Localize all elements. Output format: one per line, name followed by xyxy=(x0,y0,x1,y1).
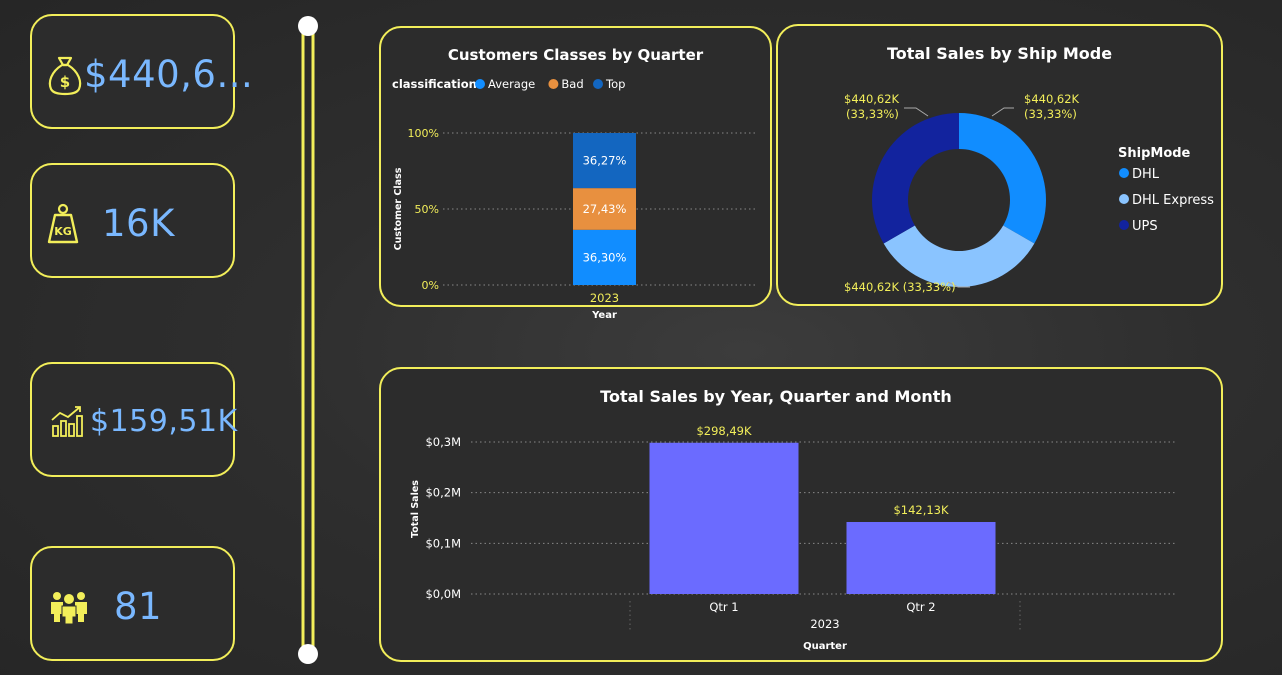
x-axis-label: Quarter xyxy=(803,641,847,652)
timeline-handle-top[interactable] xyxy=(298,16,318,36)
legend-title: ShipMode xyxy=(1118,146,1191,161)
data-label-ups-value: $440,62K xyxy=(844,92,900,106)
data-label-dhl-express: $440,62K (33,33%) xyxy=(844,280,956,294)
sales-by-quarter-title: Total Sales by Year, Quarter and Month xyxy=(600,387,952,406)
legend-label-bad: Bad xyxy=(561,77,583,91)
kpi-card-profit: $159,51K xyxy=(30,362,238,477)
legend-title: classification xyxy=(392,77,477,91)
legend-marker-top xyxy=(593,79,603,89)
kpi-card-weight: KG 16K xyxy=(30,163,235,278)
y-axis-label: Customer Class xyxy=(393,167,404,250)
donut-slice-ups xyxy=(872,113,959,244)
legend-label-top: Top xyxy=(605,77,625,91)
legend-label-average: Average xyxy=(488,77,535,91)
x-tick-label: 2023 xyxy=(590,291,619,305)
kpi-card-customers: 81 xyxy=(30,546,235,661)
y-tick-label: $0,1M xyxy=(425,536,461,550)
data-label-top: 36,27% xyxy=(583,154,627,168)
data-label-ups-percent: (33,33%) xyxy=(846,107,899,121)
sales-by-quarter-chart: $0,0M $0,1M $0,2M $0,3M Total Sales $298,49K Q… xyxy=(410,424,1177,652)
y-tick-label: $0,3M xyxy=(425,435,461,449)
growth-chart-icon xyxy=(51,406,83,437)
sales-by-quarter-card: Total Sales by Year, Quarter and Month $… xyxy=(379,367,1223,662)
y-tick-label: $0,2M xyxy=(425,486,461,500)
bar-segment-top xyxy=(573,133,636,189)
x-axis-label: Year xyxy=(591,310,617,321)
ship-mode-chart: $440,62K(33,33%)$440,62K(33,33%)$440,62K… xyxy=(844,92,1214,294)
y-tick-label: $0,0M xyxy=(425,587,461,601)
data-label-dhl-value: $440,62K xyxy=(1024,92,1080,106)
legend-marker-bad xyxy=(548,79,559,89)
data-label-qtr-1: $298,49K xyxy=(696,424,752,438)
legend-label-dhl: DHL xyxy=(1132,167,1160,182)
customer-classes-card: Customers Classes by Quarter classificat… xyxy=(379,26,772,321)
kpi-total-sales-value: $440,6... xyxy=(84,53,254,96)
weight-kg-icon: KG xyxy=(47,203,79,244)
data-label-average: 36,30% xyxy=(583,250,627,264)
legend-marker-average xyxy=(475,79,485,89)
timeline-slider[interactable] xyxy=(292,14,324,668)
x-tick-label: Qtr 1 xyxy=(709,600,738,614)
svg-text:KG: KG xyxy=(54,225,72,238)
svg-text:$: $ xyxy=(60,73,70,91)
kpi-card-total-sales: $ $440,6... xyxy=(30,14,253,129)
bar-qtr-2 xyxy=(846,521,996,594)
ship-mode-card: Total Sales by Ship Mode $440,62K (33,33%… xyxy=(776,24,1223,306)
donut-slice-dhl-express xyxy=(883,225,1035,287)
y-tick-label: 50% xyxy=(415,203,439,216)
legend-label-ups: UPS xyxy=(1132,219,1158,234)
x-tick-label: Qtr 2 xyxy=(906,600,935,614)
legend-label-dhl-express: DHL Express xyxy=(1132,193,1214,208)
legend-marker-ups xyxy=(1119,220,1129,230)
data-label-dhl-percent: (33,33%) xyxy=(1024,107,1077,121)
ship-mode-title: Total Sales by Ship Mode xyxy=(886,44,1113,63)
customer-classes-chart: classification Average Bad Top 0% 50% 100% Cust… xyxy=(392,77,757,321)
kpi-customers-value: 81 xyxy=(114,585,163,628)
legend-marker-dhl xyxy=(1119,168,1129,178)
leader-line-dhl xyxy=(991,107,1014,117)
y-tick-label: 0% xyxy=(422,279,439,292)
x-group-label: 2023 xyxy=(810,617,839,631)
timeline-handle-bottom[interactable] xyxy=(298,644,318,664)
bar-segment-average xyxy=(573,229,636,285)
y-axis-label: Total Sales xyxy=(410,480,421,538)
money-bag-icon: $ xyxy=(48,56,82,96)
y-tick-label: 100% xyxy=(408,127,439,140)
donut-slice-dhl xyxy=(959,113,1046,244)
customer-classes-title: Customers Classes by Quarter xyxy=(447,46,704,64)
legend-marker-dhl-express xyxy=(1119,194,1129,204)
bar-segment-bad xyxy=(573,188,636,230)
kpi-profit-value: $159,51K xyxy=(90,404,238,439)
bar-qtr-1 xyxy=(649,442,799,594)
data-label-qtr-2: $142,13K xyxy=(893,503,949,517)
data-label-bad: 27,43% xyxy=(583,202,627,216)
leader-line-ups xyxy=(904,107,929,117)
kpi-weight-value: 16K xyxy=(102,202,175,245)
leader-line-dhl-express xyxy=(947,281,970,288)
people-group-icon xyxy=(51,592,87,625)
